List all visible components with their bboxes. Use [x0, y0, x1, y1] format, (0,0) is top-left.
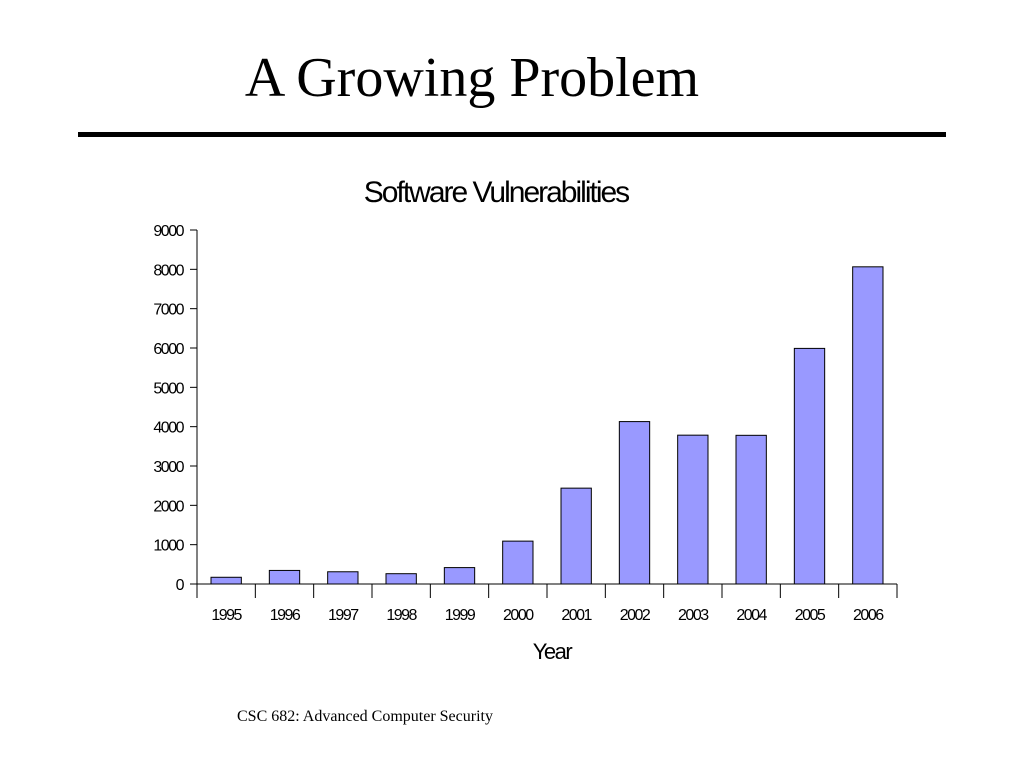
x-tick-label: 1997 [328, 607, 359, 624]
slide-footer: CSC 682: Advanced Computer Security [237, 708, 493, 725]
bars [210, 266, 884, 585]
bar-1995 [210, 576, 242, 585]
x-tick-label: 2000 [503, 607, 534, 624]
chart-title: Software Vulnerabilities [364, 176, 629, 209]
bar-1998 [385, 573, 417, 585]
x-tick-label: 2001 [561, 607, 592, 624]
x-tick-label: 2006 [853, 607, 884, 624]
bar-1999 [443, 567, 476, 585]
x-tick-label: 2005 [795, 607, 826, 624]
title-divider [78, 132, 946, 137]
x-tick-label: 1999 [445, 607, 476, 624]
slide-title: A Growing Problem [244, 47, 700, 109]
y-tick-label: 5000 [153, 380, 184, 397]
x-tick-label: 2003 [678, 607, 709, 624]
x-axis-label: Year [533, 639, 573, 664]
x-axis: 1995 1996 1997 1998 1999 2000 2001 2002 2003 2004… [196, 583, 898, 624]
x-tick-label: 1995 [211, 607, 242, 624]
bar-chart: Software Vulnerabilities 0 1000 2000 3000 40… [153, 176, 898, 664]
y-tick-label: 2000 [153, 498, 184, 515]
y-tick-label: 8000 [153, 262, 184, 279]
x-tick-label: 2002 [620, 607, 651, 624]
y-tick-label: 7000 [153, 302, 184, 319]
bar-2000 [502, 540, 534, 585]
x-tick-label: 2004 [736, 607, 767, 624]
bar-2005 [793, 347, 826, 585]
y-tick-label: 6000 [153, 341, 184, 358]
y-tick-label: 1000 [153, 538, 184, 555]
bar-2002 [618, 421, 651, 585]
bar-2001 [560, 487, 592, 585]
bar-1996 [268, 569, 301, 585]
bar-2003 [677, 434, 709, 585]
bar-2006 [852, 266, 884, 585]
y-axis: 0 1000 2000 3000 4000 5000 6000 7000 8000 9000 [153, 223, 198, 594]
y-tick-label: 9000 [153, 223, 184, 240]
y-tick-label: 4000 [153, 420, 184, 437]
bar-2004 [735, 434, 767, 585]
y-tick-label: 0 [176, 577, 185, 594]
y-tick-label: 3000 [153, 459, 184, 476]
x-tick-label: 1998 [386, 607, 417, 624]
x-tick-label: 1996 [270, 607, 301, 624]
bar-1997 [327, 571, 359, 585]
